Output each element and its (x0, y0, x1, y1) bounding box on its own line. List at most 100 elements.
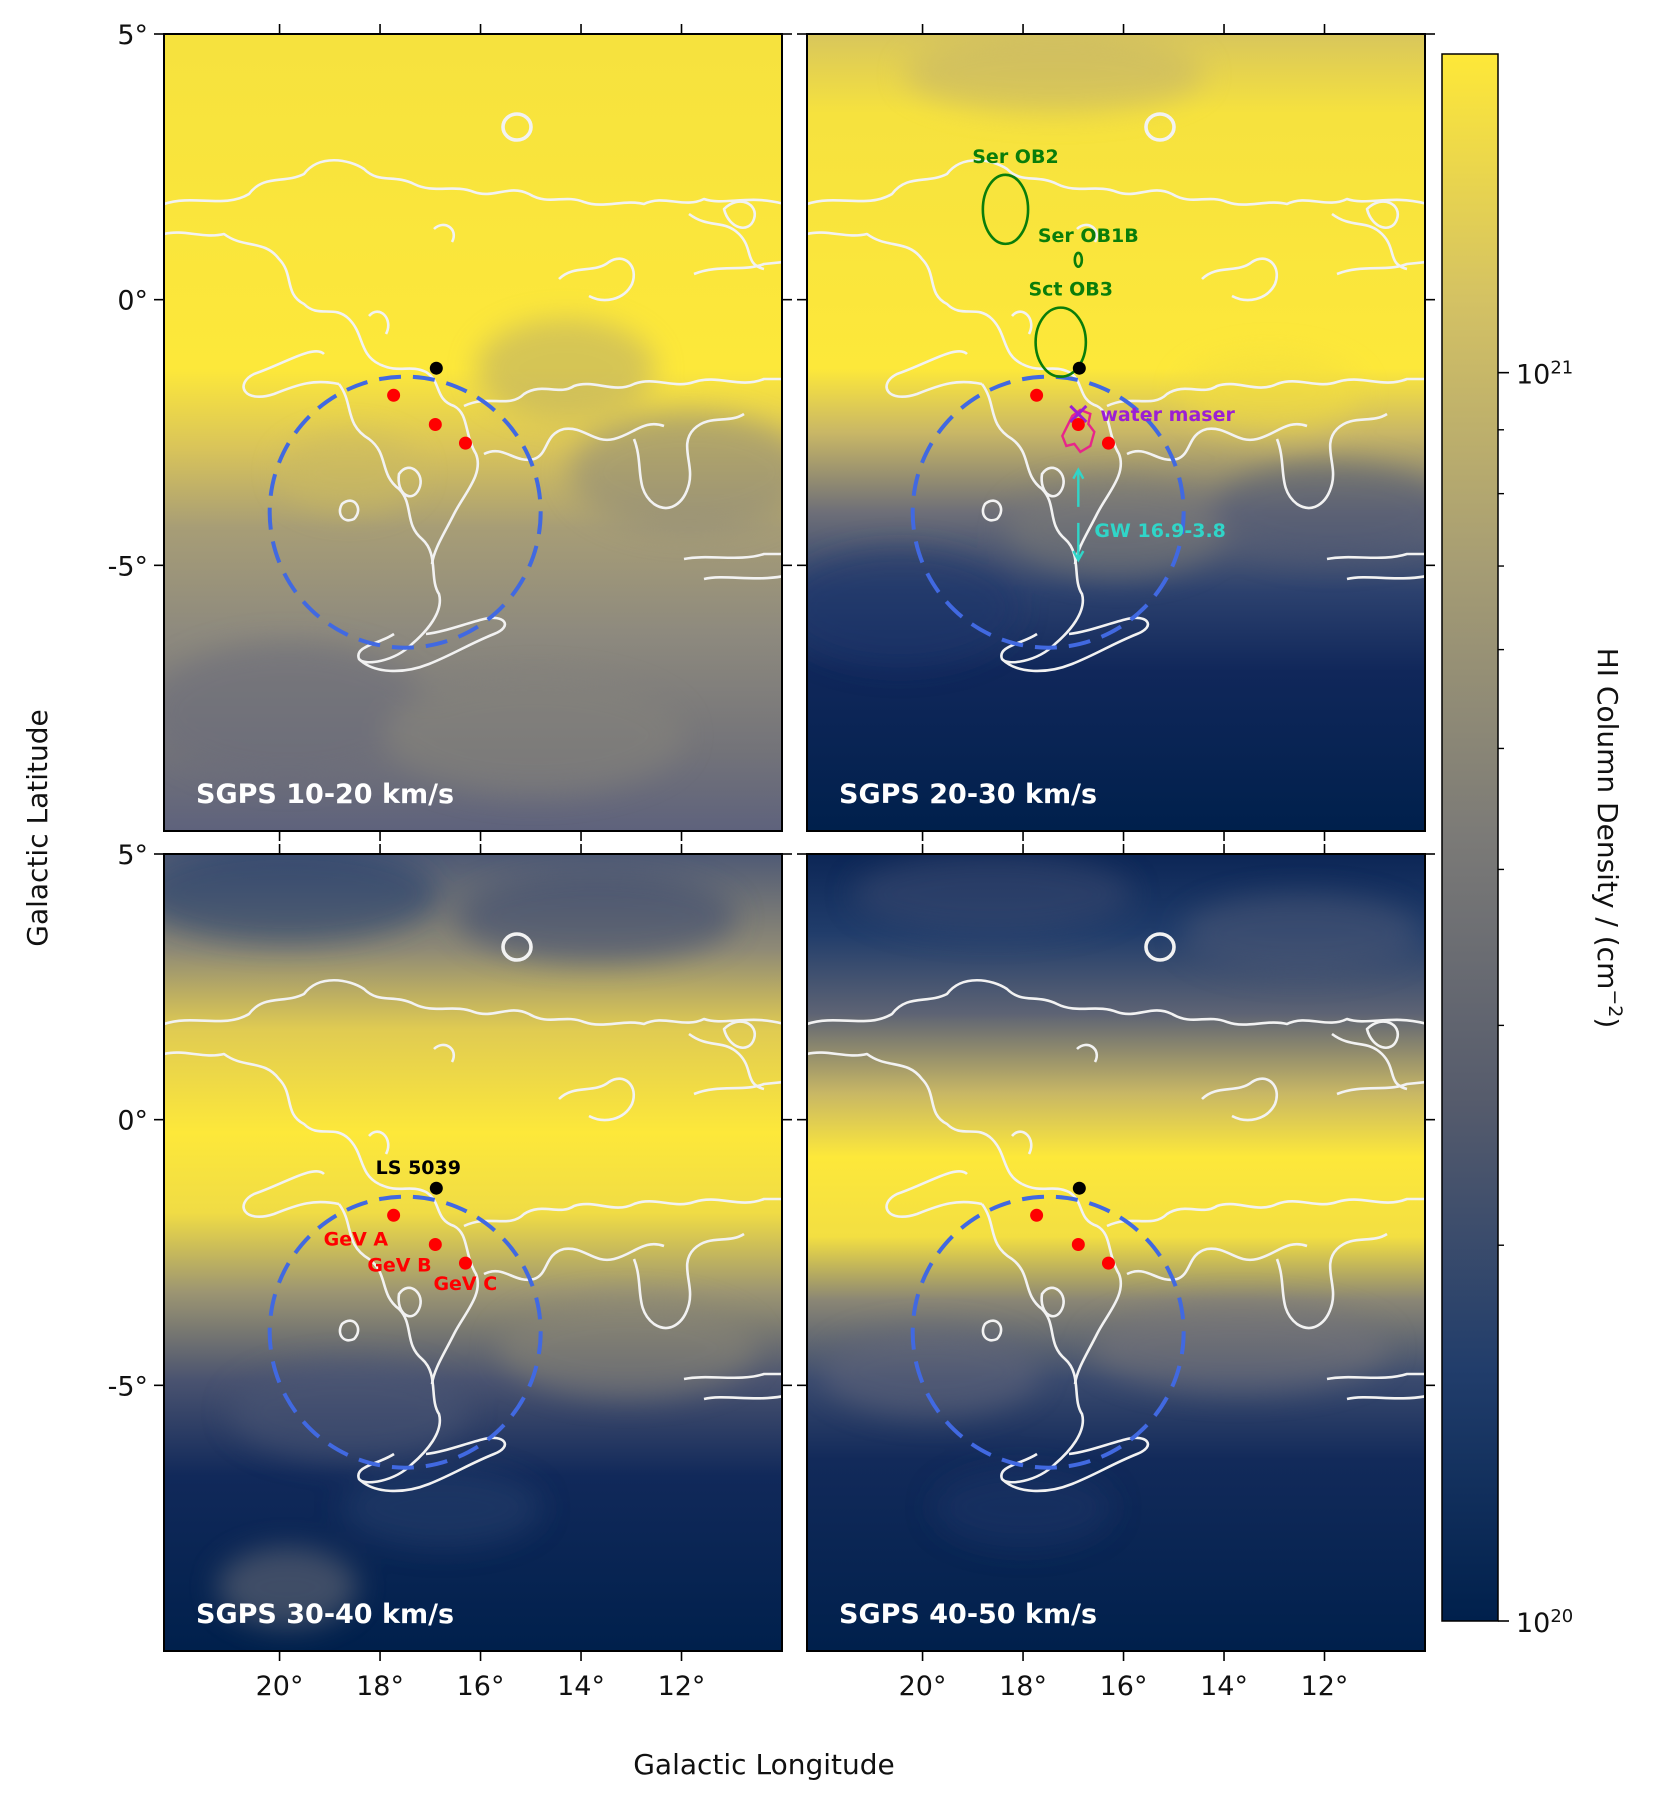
ls5039-marker (1072, 361, 1086, 375)
density-blob (384, 675, 685, 796)
panel-label: SGPS 10-20 km/s (196, 779, 454, 810)
density-blob (164, 854, 438, 944)
panel-frame (163, 853, 783, 1652)
density-blob (279, 432, 420, 513)
density-blob (1212, 462, 1425, 563)
panel-map (164, 34, 782, 831)
hi-density-map (807, 854, 1425, 1651)
density-blob (807, 547, 1020, 668)
gev-source-marker (428, 418, 442, 432)
ob-association-ellipse (1073, 251, 1084, 269)
gw-arrow-up (1072, 467, 1085, 507)
colorbar: 1020 1021 HI Column Density / (cm−2) (1441, 53, 1626, 1639)
density-blob (497, 1298, 758, 1399)
density-blob (164, 641, 428, 782)
ob-association-label: Sct OB3 (1028, 279, 1113, 301)
gev-source-marker (1030, 388, 1044, 402)
y-axis-title: Galactic Latitude (21, 709, 54, 946)
gev-region-circle (267, 374, 543, 650)
density-blob (1089, 1303, 1390, 1394)
panel-map (807, 854, 1425, 1651)
panel-label: SGPS 30-40 km/s (196, 1599, 454, 1630)
gev-source-label: GeV A (324, 1228, 389, 1250)
x-tick-label: 20° (256, 1671, 304, 1702)
gw-label: GW 16.9-3.8 (1094, 520, 1226, 542)
gev-source-marker (387, 1208, 401, 1222)
ob-association-ellipse (1034, 306, 1088, 379)
gev-region-circle (910, 374, 1186, 650)
density-blob (1180, 352, 1361, 433)
x-tick-label: 12° (1301, 1671, 1349, 1702)
panel-frame (163, 33, 783, 832)
colorbar-title: HI Column Density / (cm−2) (1591, 648, 1626, 1029)
density-blob (217, 1547, 358, 1628)
gev-source-marker (1071, 1238, 1085, 1252)
colorbar-minor-ticks (1498, 429, 1504, 1246)
y-tick-label: 5° (117, 840, 148, 871)
density-blob (852, 854, 1133, 934)
ls5039-marker (429, 361, 443, 375)
density-blob (820, 1327, 1041, 1418)
ob-association-label: Ser OB2 (972, 146, 1058, 168)
x-tick-label: 14° (557, 1671, 605, 1702)
density-texture (164, 854, 758, 1628)
panel-map: Ser OB2 Ser OB1B Sct OB3 water maser GW 16.9… (807, 34, 1425, 831)
ls5039-label: LS 5039 (376, 1157, 461, 1179)
density-blob (475, 318, 656, 419)
density-blob (456, 872, 737, 963)
panel-4: SGPS 40-50 km/s 20° 18° 16° 14° 12° (797, 844, 1435, 1702)
panel-label: SGPS 40-50 km/s (839, 1599, 1097, 1630)
density-blob (342, 1467, 543, 1548)
gev-region-circle (910, 1194, 1186, 1470)
gev-source-label: GeV C (433, 1273, 497, 1295)
gev-source-marker (387, 388, 401, 402)
water-maser-marker (1069, 404, 1088, 423)
gev-source-marker (1101, 436, 1115, 450)
y-tick-label: -5° (108, 1371, 148, 1402)
density-blob (229, 1361, 470, 1462)
ob-association-ellipse (981, 173, 1030, 246)
x-tick-label: 16° (1100, 1671, 1148, 1702)
density-blob (904, 34, 1205, 114)
density-texture (164, 318, 782, 796)
gev-source-marker (1071, 418, 1085, 432)
gev-source-label: GeV B (367, 1255, 431, 1277)
colorbar-tick-label: 1021 (1516, 357, 1573, 391)
gev-region-circle (267, 1194, 543, 1470)
y-tick-label: 0° (117, 1106, 148, 1137)
y-tick-label: 5° (117, 20, 148, 51)
water-maser-label: water maser (1100, 404, 1235, 426)
maser-contour (1061, 408, 1096, 454)
gw-arrow-down (1072, 522, 1085, 563)
panel-2: Ser OB2 Ser OB1B Sct OB3 water maser GW 16.9… (797, 24, 1435, 841)
panel-label: SGPS 20-30 km/s (839, 779, 1097, 810)
x-tick-label: 18° (999, 1671, 1047, 1702)
colorbar-tick-label: 1020 (1516, 1606, 1573, 1640)
gev-source-marker (458, 1256, 472, 1270)
density-texture (807, 34, 1425, 668)
y-tick-label: 0° (117, 286, 148, 317)
x-tick-label: 20° (899, 1671, 947, 1702)
gev-source-marker (1101, 1256, 1115, 1270)
ob-association-label: Ser OB1B (1038, 225, 1139, 247)
ls5039-marker (429, 1181, 443, 1195)
x-axis-title: Galactic Longitude (633, 1748, 895, 1781)
density-blob (569, 412, 782, 533)
x-tick-label: 12° (658, 1671, 706, 1702)
y-tick-label: -5° (108, 551, 148, 582)
density-blob (933, 1467, 1114, 1548)
density-blob (1181, 893, 1422, 974)
x-tick-label: 16° (457, 1671, 505, 1702)
gev-source-marker (1030, 1208, 1044, 1222)
gev-source-marker (458, 436, 472, 450)
panels-layer: SGPS 10-20 km/s 5° 0° -5° Ser OB2 Ser OB1B Sct… (108, 20, 1435, 1702)
colorbar-gradient (1441, 53, 1499, 1622)
panel-1: SGPS 10-20 km/s 5° 0° -5° (108, 20, 792, 841)
x-tick-label: 14° (1200, 1671, 1248, 1702)
colorbar-major-ticks: 1020 1021 (1498, 357, 1573, 1639)
x-tick-label: 18° (356, 1671, 404, 1702)
panel-frame (806, 33, 1426, 832)
